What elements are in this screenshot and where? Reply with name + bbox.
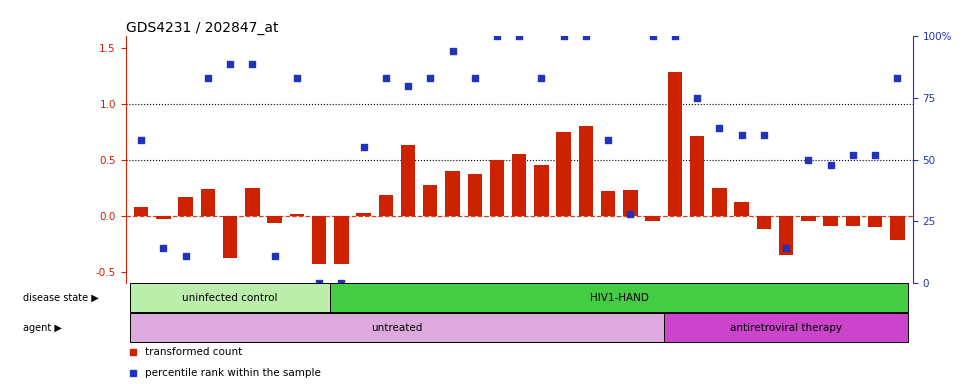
Point xyxy=(890,75,905,81)
Point xyxy=(534,75,550,81)
Point xyxy=(422,75,438,81)
Text: percentile rank within the sample: percentile rank within the sample xyxy=(145,368,321,378)
Point xyxy=(400,83,415,89)
Bar xyxy=(534,165,549,215)
Point xyxy=(756,132,772,138)
Bar xyxy=(756,215,771,229)
Point xyxy=(645,33,661,40)
Bar xyxy=(690,136,704,215)
Bar xyxy=(156,215,171,219)
Text: HIV1-HAND: HIV1-HAND xyxy=(590,293,649,303)
Bar xyxy=(134,207,149,215)
Bar xyxy=(623,190,638,215)
Bar xyxy=(245,188,260,215)
Point xyxy=(579,33,594,40)
Text: agent ▶: agent ▶ xyxy=(23,323,62,333)
Point xyxy=(668,33,683,40)
Text: disease state ▶: disease state ▶ xyxy=(23,293,99,303)
Point xyxy=(355,144,371,151)
Bar xyxy=(734,202,749,215)
Bar xyxy=(668,72,682,215)
Point xyxy=(244,61,260,67)
Bar xyxy=(845,215,860,226)
Bar xyxy=(312,215,327,264)
Bar xyxy=(490,160,504,215)
Point xyxy=(133,137,149,143)
Text: transformed count: transformed count xyxy=(145,347,242,357)
Point xyxy=(222,61,238,67)
Text: uninfected control: uninfected control xyxy=(183,293,278,303)
Bar xyxy=(201,189,215,215)
Point xyxy=(156,245,171,252)
Point xyxy=(267,253,282,259)
Bar xyxy=(512,154,526,215)
Bar xyxy=(130,283,330,312)
Text: GDS4231 / 202847_at: GDS4231 / 202847_at xyxy=(126,22,278,35)
Text: untreated: untreated xyxy=(371,323,422,333)
Point xyxy=(178,253,193,259)
Bar xyxy=(423,185,438,215)
Bar xyxy=(268,215,282,223)
Bar xyxy=(223,215,238,258)
Point xyxy=(690,95,705,101)
Point xyxy=(712,124,727,131)
Point xyxy=(623,211,639,217)
Point xyxy=(734,132,750,138)
Bar xyxy=(130,313,664,343)
Bar xyxy=(823,215,838,226)
Point xyxy=(378,75,393,81)
Point xyxy=(801,157,816,163)
Point xyxy=(823,161,838,167)
Bar xyxy=(401,145,415,215)
Bar xyxy=(379,195,393,215)
Point xyxy=(289,75,304,81)
Bar xyxy=(556,132,571,215)
Bar xyxy=(712,188,726,215)
Point xyxy=(779,245,794,252)
Bar xyxy=(890,215,904,240)
Bar xyxy=(779,215,793,255)
Bar xyxy=(356,214,371,215)
Bar xyxy=(179,197,193,215)
Bar xyxy=(445,171,460,215)
Point xyxy=(601,137,616,143)
Point xyxy=(333,280,349,286)
Point xyxy=(311,280,327,286)
Bar xyxy=(468,174,482,215)
Point xyxy=(467,75,482,81)
Point xyxy=(200,75,215,81)
Point xyxy=(845,152,861,158)
Point xyxy=(512,33,527,40)
Bar xyxy=(334,215,349,264)
Point xyxy=(867,152,883,158)
Text: antiretroviral therapy: antiretroviral therapy xyxy=(730,323,842,333)
Point xyxy=(444,48,460,54)
Bar xyxy=(579,126,593,215)
Bar xyxy=(601,191,615,215)
Point xyxy=(556,33,572,40)
Bar xyxy=(801,215,815,221)
Bar xyxy=(330,283,908,312)
Bar xyxy=(867,215,882,227)
Point xyxy=(489,33,504,40)
Bar xyxy=(645,215,660,221)
Bar xyxy=(664,313,908,343)
